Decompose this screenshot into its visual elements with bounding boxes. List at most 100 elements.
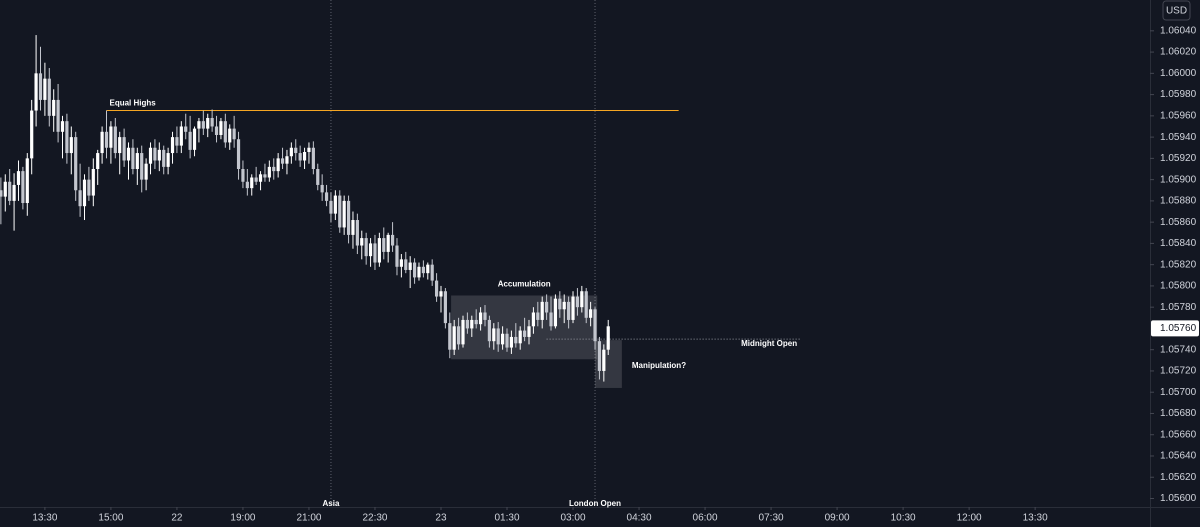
x-tick-label: 19:00	[230, 513, 255, 524]
last-price-label: 1.05760	[1160, 323, 1197, 334]
candle-body	[179, 126, 183, 146]
candle-body	[214, 126, 219, 135]
candle-body	[166, 153, 170, 167]
candle-body	[307, 147, 311, 152]
y-tick-label: 1.06020	[1160, 47, 1197, 58]
candle-body	[584, 291, 588, 318]
candle-body	[96, 153, 100, 169]
last-price-box	[1151, 320, 1199, 337]
x-tick-label: 15:00	[98, 513, 123, 524]
x-tick-label: 03:00	[561, 513, 586, 524]
y-tick-label: 1.05640	[1160, 451, 1197, 462]
candle-body	[113, 126, 117, 154]
candle-body	[122, 137, 126, 161]
candle-body	[276, 158, 280, 172]
candle-body	[536, 312, 540, 320]
candle-body	[192, 128, 197, 150]
candle-body	[285, 156, 289, 164]
candle-body	[505, 333, 509, 348]
candle-body	[38, 73, 43, 100]
candle-body	[421, 266, 425, 274]
x-tick-label: 10:30	[891, 513, 916, 524]
candle-body	[157, 149, 161, 161]
candle-body	[109, 126, 113, 148]
candle-body	[56, 99, 60, 132]
candle-body	[267, 166, 271, 178]
y-tick-label: 1.06040	[1160, 25, 1197, 36]
candle-body	[175, 137, 179, 146]
candle-body	[338, 195, 342, 228]
candle-body	[100, 131, 104, 154]
candle-body	[272, 166, 276, 172]
candle-body	[294, 147, 298, 154]
candle-body	[509, 336, 514, 348]
x-tick-label: 21:00	[296, 513, 321, 524]
candle-body	[382, 238, 386, 252]
candle-body	[501, 333, 505, 345]
candle-body	[456, 326, 461, 345]
candle-body	[531, 312, 536, 327]
candle-body	[43, 78, 47, 100]
y-tick-label: 1.05620	[1160, 472, 1197, 483]
candle-body	[302, 151, 307, 161]
candle-body	[395, 245, 399, 267]
candle-body	[170, 137, 175, 154]
y-tick-label: 1.05700	[1160, 387, 1197, 398]
currency-box[interactable]	[1162, 0, 1191, 21]
x-tick-label: 09:00	[825, 513, 850, 524]
candle-body	[197, 121, 201, 129]
zone-label: Accumulation	[498, 280, 551, 289]
candle-body	[144, 163, 148, 180]
y-tick-label: 1.05660	[1160, 429, 1197, 440]
y-tick-label: 1.05780	[1160, 302, 1197, 313]
candle-body	[549, 312, 553, 327]
candle-body	[417, 266, 421, 278]
candle-body	[430, 264, 434, 281]
candle-body	[30, 110, 34, 159]
candle-body	[360, 238, 364, 246]
x-tick-label: 01:30	[494, 513, 519, 524]
candle-body	[223, 121, 227, 143]
candle-body	[606, 326, 610, 350]
candle-body	[126, 147, 131, 161]
candle-body	[324, 192, 329, 201]
candle-body	[597, 341, 602, 371]
candle-body	[404, 259, 408, 270]
x-tick-label: 13:30	[1023, 513, 1048, 524]
y-tick-label: 1.05740	[1160, 344, 1197, 355]
candle-body	[540, 301, 544, 320]
y-tick-label: 1.05900	[1160, 174, 1197, 185]
candle-body	[487, 319, 491, 342]
candle-body	[254, 177, 258, 182]
x-tick-label: 23	[435, 513, 447, 524]
level-label: Midnight Open	[741, 339, 797, 348]
candle-body	[219, 121, 223, 135]
candle-body	[575, 296, 580, 308]
candle-body	[47, 78, 51, 116]
zone-label: Manipulation?	[632, 361, 686, 370]
x-tick-label: 06:00	[693, 513, 718, 524]
level-label: Equal Highs	[110, 99, 157, 108]
candle-body	[245, 181, 249, 189]
candle-body	[65, 121, 69, 154]
x-tick-label: 07:30	[759, 513, 784, 524]
candle-body	[8, 181, 12, 201]
candle-body	[377, 238, 381, 263]
candle-body	[311, 147, 315, 169]
candle-body	[333, 195, 337, 214]
y-tick-label: 1.05920	[1160, 153, 1197, 164]
candle-body	[104, 131, 109, 148]
candle-body	[263, 174, 267, 178]
candle-body	[25, 158, 29, 204]
candle-body	[461, 319, 465, 345]
y-tick-label: 1.05600	[1160, 493, 1197, 504]
candle-body	[412, 262, 417, 278]
candle-body	[298, 153, 302, 161]
candle-body	[188, 131, 192, 150]
candle-body	[280, 158, 285, 164]
y-tick-label: 1.06000	[1160, 68, 1197, 79]
candle-body	[527, 326, 531, 337]
candle-body	[514, 336, 518, 344]
candle-body	[206, 117, 210, 129]
